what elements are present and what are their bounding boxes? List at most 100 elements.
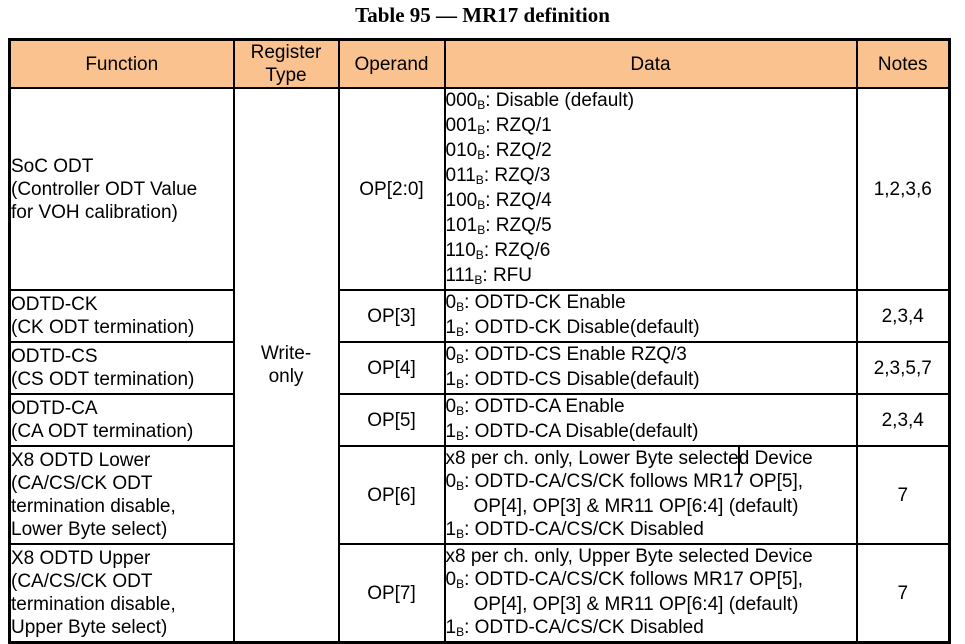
data-line: x8 per ch. only, Lower Byte selected Dev… xyxy=(445,448,813,469)
function-line: Upper Byte select) xyxy=(11,617,168,638)
data-text: : ODTD-CA/CS/CK Disabled xyxy=(464,519,704,540)
data-line: 1B: ODTD-CK Disable(default) xyxy=(445,316,855,340)
binary-value: 111 xyxy=(445,265,475,286)
function-line: ODTD-CK xyxy=(11,294,98,315)
column-header-operand: Operand xyxy=(337,38,446,89)
binary-value: 1 xyxy=(445,519,457,540)
binary-value: 100 xyxy=(445,190,478,211)
function-line: termination disable, xyxy=(11,496,176,517)
data-line: 0B: ODTD-CA/CS/CK follows MR17 OP[5], xyxy=(445,470,855,495)
table-body: SoC ODT (Controller ODT Value for VOH cali… xyxy=(8,87,951,644)
table-row: X8 ODTD Lower (CA/CS/CK ODT termination di… xyxy=(8,445,951,545)
binary-suffix: B xyxy=(456,527,465,541)
data-line: 110B: RZQ/6 xyxy=(445,239,855,264)
function-line: Lower Byte select) xyxy=(11,519,168,540)
binary-suffix: B xyxy=(474,273,483,287)
binary-suffix: B xyxy=(456,479,465,493)
column-header-function: Function xyxy=(8,38,235,89)
function-line: X8 ODTD Lower xyxy=(11,450,151,471)
binary-value: 0 xyxy=(445,292,457,313)
data-text: : ODTD-CA/CS/CK follows MR17 OP[5], xyxy=(464,569,803,590)
data-text: : ODTD-CK Disable(default) xyxy=(464,317,700,338)
operand-cell: OP[2:0] xyxy=(337,87,446,291)
binary-suffix: B xyxy=(456,577,465,591)
binary-value: 1 xyxy=(445,617,457,638)
data-line: OP[4], OP[3] & MR11 OP[6:4] (default) xyxy=(473,496,799,517)
table-row: ODTD-CS (CS ODT termination) OP[4] 0B: ODTD… xyxy=(8,341,951,395)
column-header-notes: Notes xyxy=(855,38,951,89)
data-line: 100B: RZQ/4 xyxy=(445,189,855,214)
binary-value: 0 xyxy=(445,471,457,492)
binary-value: 1 xyxy=(445,317,457,338)
binary-value: 000 xyxy=(445,90,478,111)
data-line: 0B: ODTD-CA Enable xyxy=(445,396,855,420)
data-line: 0B: ODTD-CS Enable RZQ/3 xyxy=(445,344,855,368)
binary-value: 001 xyxy=(445,115,478,136)
data-line: OP[4], OP[3] & MR11 OP[6:4] (default) xyxy=(473,594,799,615)
data-text: : ODTD-CA/CS/CK Disabled xyxy=(464,617,704,638)
data-text: : ODTD-CS Enable RZQ/3 xyxy=(464,344,687,365)
table-header: Function Register Type Operand Data Note… xyxy=(8,38,951,89)
data-cell: x8 per ch. only, Lower Byte selected Dev… xyxy=(443,445,858,545)
binary-suffix: B xyxy=(475,248,484,262)
header-row: Function Register Type Operand Data Note… xyxy=(8,38,951,89)
data-line: 010B: RZQ/2 xyxy=(447,139,855,164)
data-text: : RZQ/3 xyxy=(483,165,551,186)
binary-suffix: B xyxy=(456,429,465,443)
function-line: (CA/CS/CK ODT xyxy=(11,473,153,494)
data-text: : ODTD-CS Disable(default) xyxy=(464,369,700,390)
binary-value: 0 xyxy=(445,396,457,417)
data-cell: x8 per ch. only, Upper Byte selected Dev… xyxy=(443,543,858,644)
binary-value: 0 xyxy=(445,344,457,365)
binary-suffix: B xyxy=(477,223,486,237)
data-line: 1B: ODTD-CA/CS/CK Disabled xyxy=(445,518,855,542)
function-line: termination disable, xyxy=(11,594,176,615)
function-cell: ODTD-CK (CK ODT termination) xyxy=(8,289,235,343)
binary-suffix: B xyxy=(477,98,486,112)
function-line: (CA ODT termination) xyxy=(11,421,194,442)
data-line: 0B: ODTD-CK Enable xyxy=(445,292,855,316)
data-text: : ODTD-CA Disable(default) xyxy=(464,421,699,442)
table-row: ODTD-CA (CA ODT termination) OP[5] 0B: ODTD… xyxy=(8,393,951,447)
function-line: (Controller ODT Value xyxy=(11,178,198,200)
operand-cell: OP[4] xyxy=(337,341,446,395)
text-cursor-artifact xyxy=(737,448,740,475)
binary-suffix: B xyxy=(456,404,465,418)
data-text: : ODTD-CA/CS/CK follows MR17 OP[5], xyxy=(464,471,803,492)
data-cell: 000B: Disable (default) 001B: RZQ/1 010B: … xyxy=(443,87,858,291)
table-row: ODTD-CK (CK ODT termination) OP[3] 0B: ODTD… xyxy=(8,289,951,343)
data-line: 011B: RZQ/3 xyxy=(445,164,855,189)
table-row: X8 ODTD Upper (CA/CS/CK ODT termination di… xyxy=(8,543,951,644)
column-header-register-type: Register Type xyxy=(232,38,340,89)
function-line: X8 ODTD Upper xyxy=(11,548,151,569)
data-text: : RFU xyxy=(482,265,533,286)
function-line: ODTD-CS xyxy=(11,346,98,367)
binary-suffix: B xyxy=(475,173,484,187)
data-text: : RZQ/1 xyxy=(485,115,552,136)
register-type-line: only xyxy=(268,366,304,387)
binary-suffix: B xyxy=(456,325,465,339)
function-cell: X8 ODTD Lower (CA/CS/CK ODT termination di… xyxy=(8,445,235,545)
data-text: : RZQ/4 xyxy=(485,190,552,211)
binary-value: 011 xyxy=(445,165,476,186)
binary-value: 110 xyxy=(445,240,476,261)
operand-cell: OP[5] xyxy=(337,393,446,447)
mr17-definition-table: Function Register Type Operand Data Note… xyxy=(8,38,951,644)
notes-cell: 2,3,5,7 xyxy=(855,341,951,395)
data-text: : RZQ/2 xyxy=(485,140,552,161)
function-line: ODTD-CA xyxy=(11,398,98,419)
column-header-data: Data xyxy=(443,38,858,89)
function-cell: ODTD-CA (CA ODT termination) xyxy=(8,393,235,447)
page-title: Table 95 — MR17 definition xyxy=(355,3,610,27)
binary-suffix: B xyxy=(456,377,465,391)
data-text: : ODTD-CA Enable xyxy=(464,396,625,417)
notes-cell: 1,2,3,6 xyxy=(855,87,951,291)
data-line: 1B: ODTD-CA Disable(default) xyxy=(447,420,855,444)
data-cell: 0B: ODTD-CA Enable 1B: ODTD-CA Disable(de… xyxy=(443,393,858,447)
binary-value: 1 xyxy=(445,369,457,390)
notes-cell: 2,3,4 xyxy=(855,393,951,447)
binary-value: 0 xyxy=(445,569,457,590)
binary-suffix: B xyxy=(456,625,465,639)
data-text: : RZQ/6 xyxy=(483,240,551,261)
data-line: 001B: RZQ/1 xyxy=(445,114,855,139)
